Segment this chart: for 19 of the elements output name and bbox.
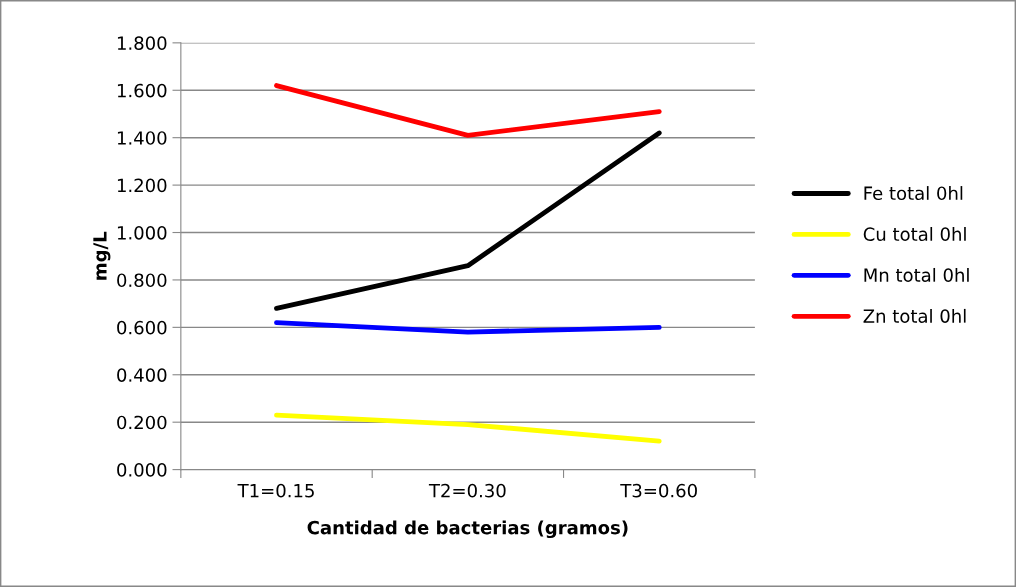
legend-label: Zn total 0hl (863, 308, 966, 323)
y-tick-label: 1.600 (117, 83, 167, 98)
y-tick-label: 0.200 (117, 415, 167, 430)
y-tick-label: 0.000 (117, 463, 167, 477)
y-tick-label: 1.800 (117, 36, 167, 50)
y-tick-label: 1.200 (117, 178, 167, 193)
x-tick-label: T2=0.30 (428, 483, 506, 498)
x-tick-label: T1=0.15 (237, 483, 314, 498)
legend-label: Fe total 0hl (864, 186, 963, 201)
y-tick-label: 1.400 (117, 131, 167, 145)
y-tick-label: 0.800 (117, 273, 167, 288)
x-tick-label: T3=0.60 (620, 483, 697, 498)
y-axis-title: mg/L (93, 231, 111, 280)
legend-label: Mn total 0hl (864, 267, 969, 282)
x-axis-title: Cantidad de bacterias (gramos) (307, 520, 628, 539)
y-tick-label: 1.000 (117, 225, 167, 240)
legend-label: Cu total 0hl (863, 227, 966, 241)
y-tick-label: 0.600 (117, 320, 167, 335)
y-tick-label: 0.400 (117, 368, 167, 382)
